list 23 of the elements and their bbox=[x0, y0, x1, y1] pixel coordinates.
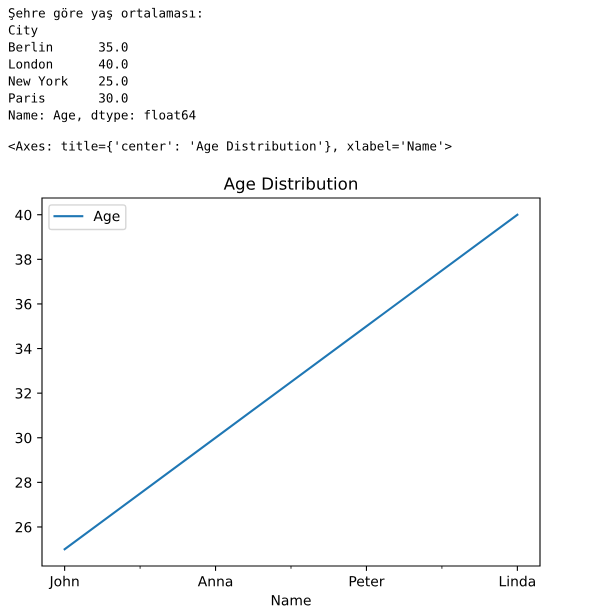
x-tick-label: John bbox=[48, 576, 79, 590]
legend-label: Age bbox=[93, 210, 120, 224]
text: New York 25.0 bbox=[8, 76, 128, 86]
y-tick-label: 28 bbox=[16, 477, 32, 488]
text: City bbox=[8, 24, 38, 38]
text: Name: Age, dtype: float64 bbox=[8, 110, 196, 122]
x-tick-label: Linda bbox=[500, 576, 535, 586]
x-tick-label: Peter bbox=[350, 576, 385, 586]
y-tick-label: 26 bbox=[16, 522, 32, 532]
x-tick-label: Anna bbox=[198, 576, 232, 586]
y-tick-label: 34 bbox=[16, 344, 32, 354]
text: Berlin 35.0 bbox=[9, 42, 128, 52]
chart-title: Age Distribution bbox=[224, 177, 357, 194]
text: Şehre göre yaş ortalaması: bbox=[8, 8, 201, 20]
text: London 40.0 bbox=[9, 58, 128, 69]
y-tick-label: 32 bbox=[16, 388, 31, 399]
y-tick-label: 36 bbox=[16, 298, 32, 310]
x-axis-title: Name bbox=[272, 595, 311, 606]
text: Paris 30.0 bbox=[9, 92, 128, 103]
y-tick-label: 30 bbox=[16, 432, 32, 444]
y-tick-label: 38 bbox=[16, 254, 32, 265]
text: <Axes: title={'center': 'Age Distribution'}, xlabel='Name'> bbox=[8, 140, 452, 154]
y-tick-label: 40 bbox=[15, 210, 32, 220]
